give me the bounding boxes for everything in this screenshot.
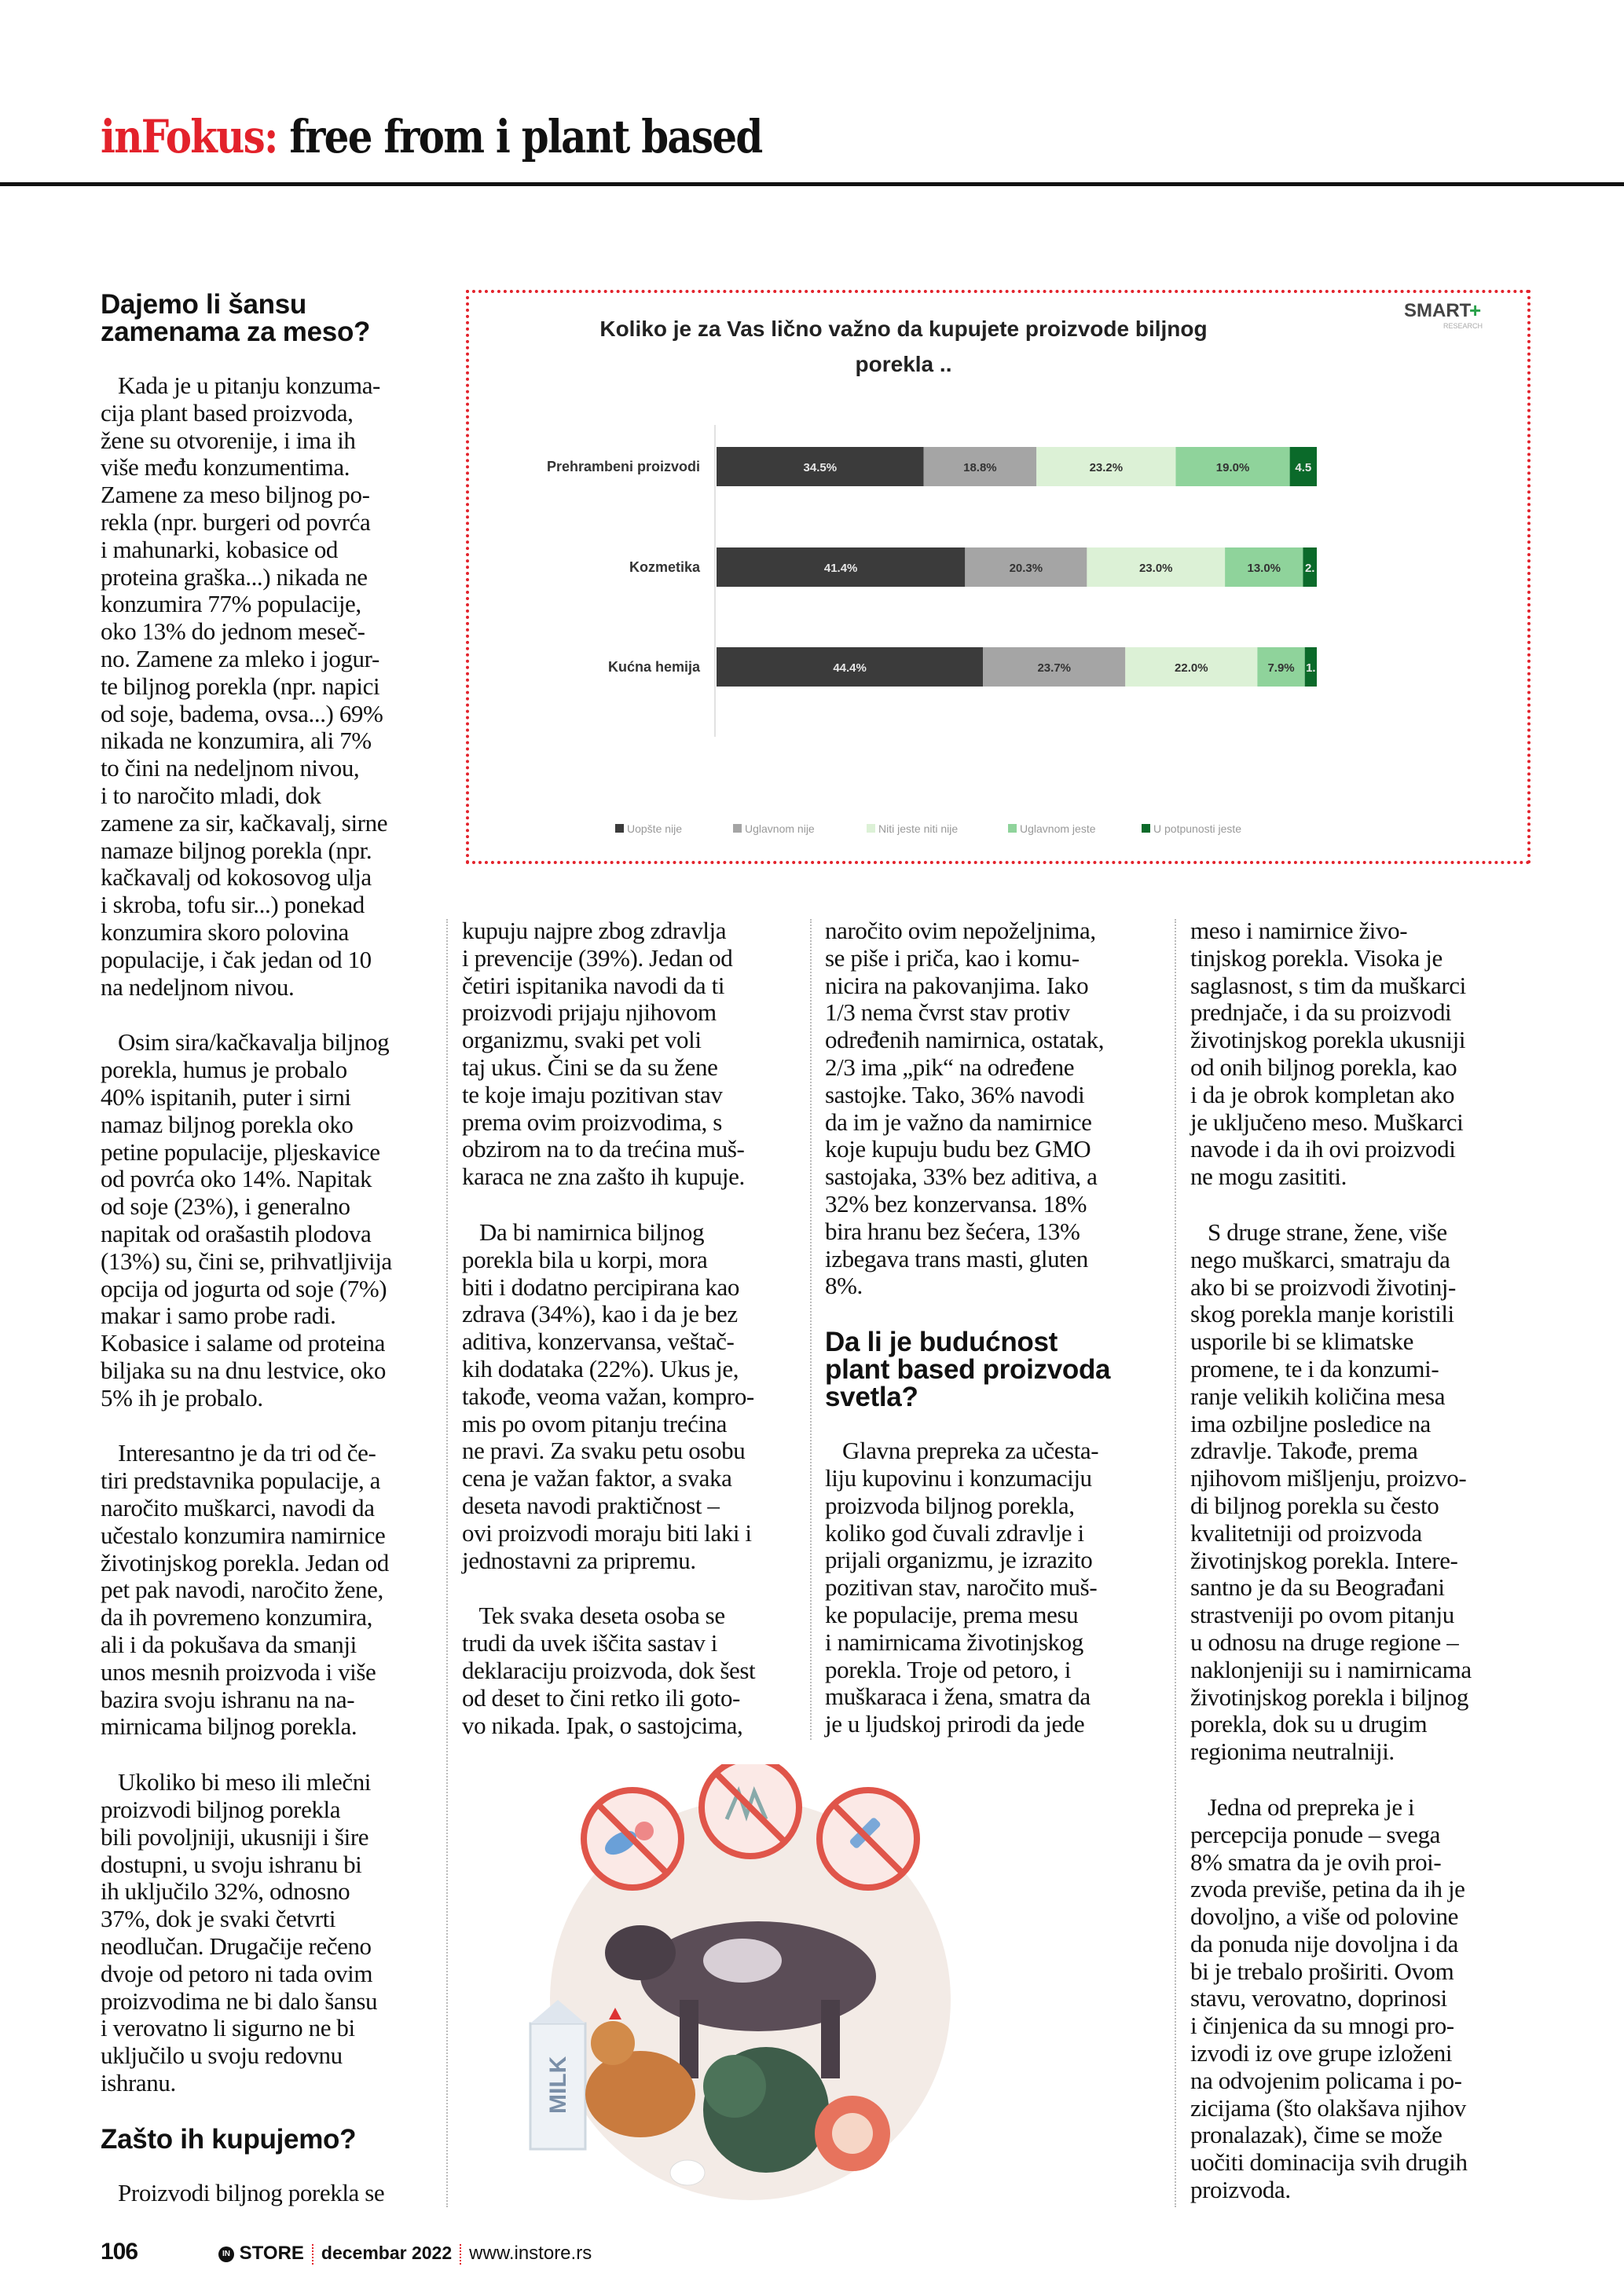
bar-segment <box>923 447 1037 486</box>
column-divider <box>810 919 812 1740</box>
instore-logo-icon: IN <box>218 2246 234 2262</box>
crossed-pills-icon <box>581 1787 684 1891</box>
bar-segment <box>1125 647 1258 687</box>
category-label: Kozmetika <box>629 559 701 575</box>
chicken-icon <box>585 2008 695 2137</box>
legend-label: Uopšte nije <box>627 822 682 835</box>
chart-title-line2: porekla .. <box>856 352 952 376</box>
legend-swatch <box>1142 824 1150 833</box>
paragraph: Glavna prepreka za učesta- liju kupovinu… <box>825 1437 1099 1738</box>
website-link[interactable]: www.instore.rs <box>469 2243 592 2264</box>
paragraph: Ukoliko bi meso ili mlečni proizvodi bil… <box>101 1768 378 2097</box>
data-label: 41.4% <box>824 562 858 575</box>
page-number: 106 <box>101 2239 138 2265</box>
heading-meat-substitutes: Dajemo li šansu zamenama za meso? <box>101 289 371 347</box>
bar-segment <box>965 547 1087 587</box>
bar-segment <box>1175 447 1290 486</box>
data-label: 23.7% <box>1037 661 1071 675</box>
data-label: 1. <box>1306 661 1316 675</box>
divider <box>311 2243 313 2265</box>
paragraph: naročito ovim nepoželjnima, se piše i pr… <box>825 917 1105 1300</box>
crossed-hormone-icon <box>698 1764 802 1859</box>
bar-segment <box>1303 547 1317 587</box>
legend-label: Uglavnom nije <box>745 822 815 835</box>
category-label: Kućna hemija <box>608 659 701 675</box>
column-2: kupuju najpre zbog zdravlja i prevencije… <box>462 917 800 1767</box>
footer-info: IN STORE decembar 2022 www.instore.rs <box>218 2243 592 2265</box>
bar-segment <box>1087 547 1226 587</box>
paragraph: Kada je u pitanju konzuma- cija plant ba… <box>101 372 388 1001</box>
data-label: 34.5% <box>804 461 838 474</box>
bar-segment <box>717 547 966 587</box>
heading-future: Da li je budućnost plant based proizvoda… <box>825 1327 1111 1413</box>
legend-swatch <box>867 824 875 833</box>
data-label: 22.0% <box>1175 661 1208 675</box>
brand-name: STORE <box>239 2243 304 2264</box>
bar-segment <box>717 647 984 687</box>
page-title: inFokus: free from i plant based <box>101 110 763 163</box>
data-label: 18.8% <box>963 461 997 474</box>
bar-segment <box>1036 447 1176 486</box>
vegetables-icon <box>669 2047 890 2186</box>
bar-segment <box>1304 647 1317 687</box>
divider <box>460 2243 462 2265</box>
paragraph: Jedna od prepreka je i percepcija ponude… <box>1190 1792 1468 2204</box>
smart-research-logo: SMART + RESEARCH <box>1404 298 1483 330</box>
svg-text:SMART: SMART <box>1404 300 1472 321</box>
data-label: 44.4% <box>833 661 867 675</box>
data-label: 7.9% <box>1267 661 1294 675</box>
column-divider <box>446 919 448 2207</box>
paragraph: Osim sira/kačkavalja biljnog porekla, hu… <box>101 1028 392 1412</box>
heading-why-buy: Zašto ih kupujemo? <box>101 2123 357 2155</box>
bar-segment <box>1225 547 1303 587</box>
issue-date: decembar 2022 <box>321 2243 453 2263</box>
milk-carton-icon: MILK <box>529 2000 587 2151</box>
column-1: Dajemo li šansu zamenama za meso? Kada j… <box>101 291 438 2236</box>
legend-swatch <box>1008 824 1017 833</box>
legend-swatch <box>615 824 624 833</box>
paragraph: S druge strane, žene, više nego muškarci… <box>1190 1218 1472 1766</box>
crossed-syringe-icon <box>816 1787 920 1891</box>
data-label: 20.3% <box>1010 562 1043 575</box>
paragraph: meso i namirnice živo- tinjskog porekla.… <box>1190 917 1466 1191</box>
illustration-animals-and-vegetables: MILK <box>529 1764 951 2200</box>
stacked-bar-chart: Koliko je za Vas lično važno da kupujete… <box>547 298 1483 835</box>
data-label: 23.0% <box>1139 562 1173 575</box>
legend-label: U potpunosti jeste <box>1153 822 1241 835</box>
cow-icon <box>605 1921 876 2078</box>
paragraph: Tek svaka deseta osoba se trudi da uvek … <box>462 1602 756 1739</box>
title-text: free from i plant based <box>289 110 763 163</box>
svg-text:MILK: MILK <box>545 2056 571 2114</box>
column-3: naročito ovim nepoželjnima, se piše i pr… <box>825 917 1163 1767</box>
data-label: 23.2% <box>1090 461 1124 474</box>
bar-segment <box>983 647 1126 687</box>
data-label: 13.0% <box>1247 562 1281 575</box>
bar-segment <box>717 447 924 486</box>
legend-swatch <box>733 824 742 833</box>
column-divider <box>1175 919 1176 2207</box>
chart-title-line1: Koliko je za Vas lično važno da kupujete… <box>599 317 1207 341</box>
legend-label: Niti jeste niti nije <box>878 822 958 835</box>
paragraph: Interesantno je da tri od če- tiri preds… <box>101 1439 389 1741</box>
data-label: 19.0% <box>1216 461 1250 474</box>
bar-segment <box>1257 647 1305 687</box>
paragraph: Da bi namirnica biljnog porekla bila u k… <box>462 1218 754 1574</box>
legend-label: Uglavnom jeste <box>1020 822 1096 835</box>
svg-text:RESEARCH: RESEARCH <box>1443 322 1483 330</box>
bar-segment <box>1289 447 1317 486</box>
category-label: Prehrambeni proizvodi <box>547 459 700 474</box>
paragraph: Proizvodi biljnog porekla se <box>101 2178 385 2206</box>
column-4: meso i namirnice živo- tinjskog porekla.… <box>1190 917 1528 2232</box>
svg-text:+: + <box>1469 298 1481 322</box>
data-label: 4.5 <box>1295 461 1311 474</box>
data-label: 2. <box>1305 562 1315 575</box>
paragraph: kupuju najpre zbog zdravlja i prevencije… <box>462 917 745 1191</box>
header-rule <box>0 182 1624 186</box>
section-label: inFokus: <box>101 110 278 163</box>
chart-frame: Koliko je za Vas lično važno da kupujete… <box>466 290 1531 864</box>
